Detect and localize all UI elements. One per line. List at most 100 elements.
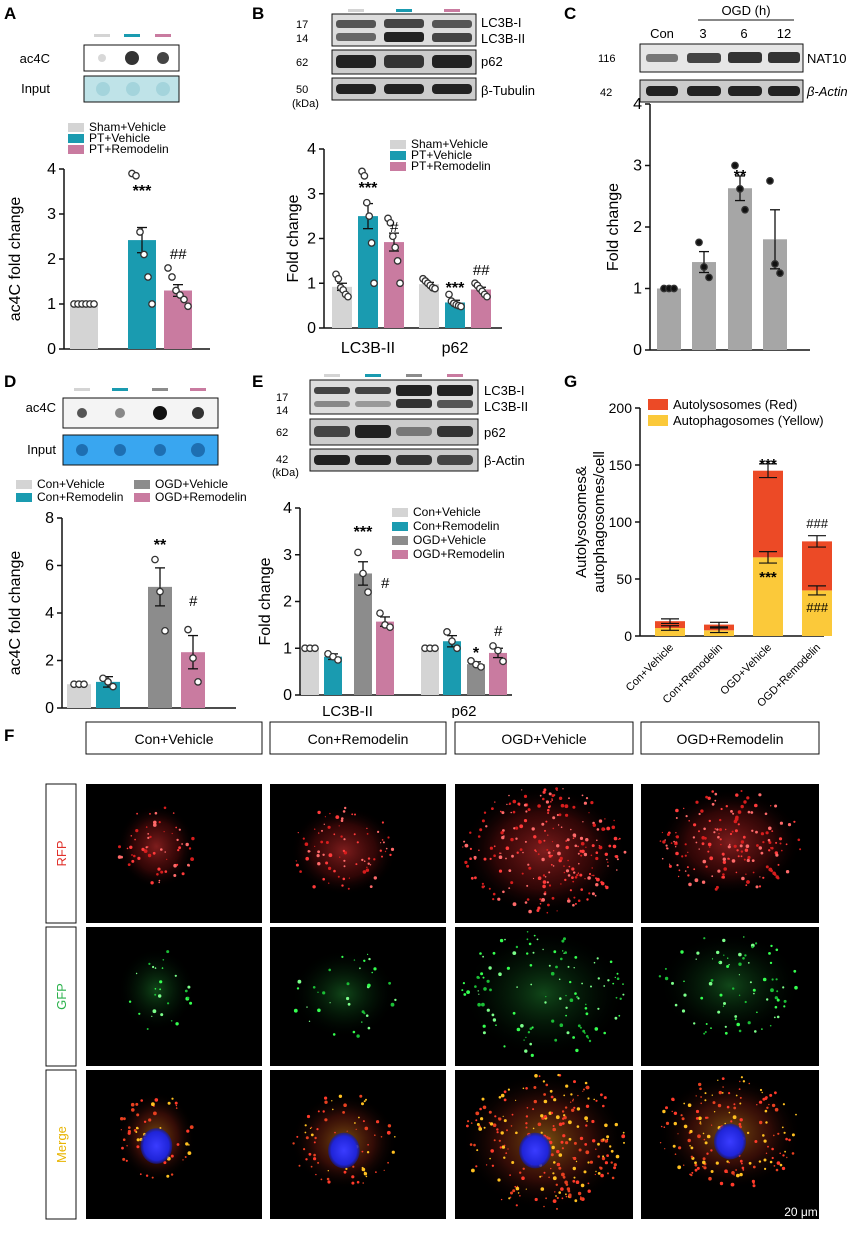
puncta bbox=[385, 847, 388, 850]
puncta bbox=[561, 1197, 564, 1200]
puncta bbox=[721, 852, 725, 856]
puncta bbox=[748, 1082, 751, 1085]
puncta bbox=[794, 985, 798, 990]
puncta bbox=[683, 980, 685, 983]
puncta bbox=[176, 1143, 180, 1146]
puncta bbox=[486, 1008, 490, 1012]
puncta bbox=[572, 1166, 576, 1171]
actin-label: β-Actin bbox=[806, 84, 848, 99]
data-point bbox=[164, 264, 172, 272]
puncta bbox=[590, 985, 592, 988]
bar bbox=[443, 641, 461, 695]
puncta bbox=[791, 1152, 795, 1155]
puncta bbox=[670, 842, 673, 844]
y-tick-label: 0 bbox=[47, 341, 56, 358]
puncta bbox=[136, 812, 139, 815]
blot-band bbox=[687, 53, 721, 63]
panel-g-letter: G bbox=[564, 372, 577, 391]
puncta bbox=[340, 819, 344, 822]
puncta bbox=[359, 967, 361, 970]
puncta bbox=[769, 1093, 773, 1097]
puncta bbox=[743, 936, 745, 938]
puncta bbox=[578, 862, 580, 865]
nucleus bbox=[140, 1128, 173, 1164]
puncta bbox=[592, 874, 595, 877]
puncta bbox=[665, 1106, 668, 1110]
puncta bbox=[564, 951, 567, 954]
puncta bbox=[190, 857, 195, 861]
panel-f-figure: F Con+Vehicle Con+Remodelin OGD+Vehicle OGD… bbox=[4, 721, 826, 1223]
puncta bbox=[187, 996, 190, 999]
legend-swatch bbox=[16, 493, 32, 502]
puncta bbox=[695, 958, 697, 960]
puncta bbox=[139, 1173, 142, 1176]
puncta bbox=[579, 1197, 584, 1201]
mw-62: 62 bbox=[296, 57, 308, 69]
data-point bbox=[445, 290, 453, 299]
puncta bbox=[367, 857, 371, 860]
puncta bbox=[764, 1167, 767, 1170]
puncta bbox=[492, 898, 495, 901]
puncta bbox=[497, 1117, 500, 1119]
puncta bbox=[515, 1186, 520, 1191]
puncta bbox=[684, 843, 687, 846]
puncta bbox=[730, 1120, 733, 1123]
puncta bbox=[130, 1102, 135, 1107]
puncta bbox=[764, 1109, 768, 1113]
puncta bbox=[714, 792, 718, 796]
puncta bbox=[585, 1035, 589, 1038]
puncta bbox=[607, 865, 609, 867]
puncta bbox=[543, 1099, 548, 1104]
puncta bbox=[702, 859, 707, 864]
puncta bbox=[765, 1121, 768, 1124]
puncta bbox=[586, 898, 589, 901]
puncta bbox=[575, 1048, 579, 1053]
puncta bbox=[565, 1084, 569, 1088]
puncta bbox=[622, 993, 625, 996]
puncta bbox=[737, 810, 742, 814]
puncta bbox=[775, 841, 778, 844]
y-tick-label: 6 bbox=[45, 558, 54, 575]
puncta bbox=[306, 1006, 308, 1008]
puncta bbox=[367, 1144, 369, 1146]
data-point bbox=[189, 654, 197, 662]
puncta bbox=[152, 965, 155, 969]
significance-label: *** bbox=[446, 280, 465, 297]
puncta bbox=[502, 890, 505, 894]
blot-band bbox=[728, 86, 762, 96]
puncta bbox=[742, 957, 745, 960]
puncta bbox=[574, 835, 577, 838]
significance-label: * bbox=[473, 645, 480, 662]
puncta bbox=[293, 1008, 298, 1013]
data-point bbox=[140, 250, 148, 259]
puncta bbox=[763, 1139, 767, 1143]
puncta bbox=[599, 1166, 603, 1170]
puncta bbox=[552, 865, 555, 867]
puncta bbox=[322, 877, 326, 881]
cell-glow bbox=[117, 804, 196, 889]
puncta bbox=[704, 1031, 707, 1033]
puncta bbox=[560, 1187, 564, 1191]
puncta bbox=[583, 1088, 585, 1091]
puncta bbox=[765, 1152, 768, 1154]
puncta bbox=[317, 810, 321, 815]
puncta bbox=[707, 842, 712, 847]
puncta bbox=[584, 1032, 586, 1034]
puncta bbox=[184, 1156, 187, 1158]
puncta bbox=[555, 1183, 558, 1186]
mw-50: 50 bbox=[296, 84, 308, 96]
puncta bbox=[595, 1099, 598, 1102]
mw-17: 17 bbox=[296, 19, 308, 31]
puncta bbox=[374, 1134, 376, 1136]
blot-band bbox=[396, 399, 432, 408]
puncta bbox=[322, 1110, 325, 1113]
puncta bbox=[174, 1101, 178, 1105]
puncta bbox=[702, 1160, 706, 1165]
puncta bbox=[164, 851, 166, 853]
puncta bbox=[145, 826, 148, 828]
puncta bbox=[698, 1116, 702, 1121]
puncta bbox=[733, 1103, 736, 1106]
puncta bbox=[700, 809, 704, 813]
puncta bbox=[121, 1146, 124, 1150]
panel-e: E 17 14 LC3B-I LC3B-II 62 p62 42 (kDa) β… bbox=[248, 370, 548, 720]
